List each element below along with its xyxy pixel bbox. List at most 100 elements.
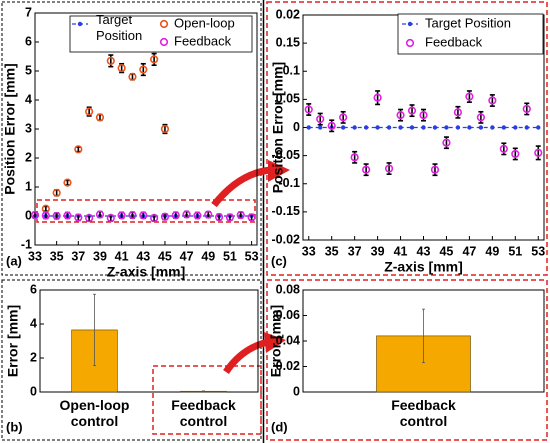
x-tick-label: 51: [508, 244, 522, 258]
point: [117, 63, 126, 73]
point: [419, 111, 428, 120]
legend-label: Target Position: [96, 12, 142, 43]
y-tick-label: 2: [30, 350, 37, 364]
x-tick-label: 47: [180, 249, 194, 263]
point: [52, 211, 61, 221]
panel-frame: [1, 279, 262, 441]
x-tick-label: 37: [71, 249, 85, 263]
legend-marker: [77, 21, 83, 27]
point: [204, 210, 213, 219]
x-axis-label: Z-axis [mm]: [107, 264, 186, 280]
point: [85, 107, 94, 116]
point: [52, 188, 61, 197]
x-tick-label: 53: [245, 249, 259, 263]
y-axis-label: Error [mm]: [5, 305, 21, 377]
x-tick-label: 35: [325, 244, 339, 258]
x-tick-label: 33: [28, 249, 42, 263]
point: [524, 125, 529, 130]
x-axis-label: Z-axis [mm]: [384, 259, 463, 275]
point: [478, 125, 484, 130]
point: [304, 105, 313, 114]
y-tick-label: 0: [293, 120, 300, 134]
point: [85, 214, 94, 223]
y-tick-label: 4: [25, 92, 32, 106]
legend-label: Feedback: [174, 33, 232, 48]
y-axis-label: Error [mm]: [268, 305, 284, 377]
panel-label: (c): [271, 253, 287, 268]
point: [139, 65, 148, 74]
point: [150, 214, 159, 223]
y-tick-label: -0.02: [272, 232, 301, 246]
point: [465, 92, 474, 101]
legend-marker: [407, 21, 413, 27]
point: [407, 106, 417, 115]
point: [150, 55, 159, 64]
point: [362, 165, 371, 174]
x-tick-label: 43: [136, 249, 150, 263]
legend: Target Position Open-loop Feedback: [69, 12, 253, 53]
x-tick-label: 43: [417, 244, 431, 258]
x-tick-label: 33: [302, 244, 316, 258]
point: [160, 212, 170, 221]
point: [95, 210, 105, 219]
legend-marker: [159, 19, 169, 29]
y-tick-label: 1: [25, 179, 32, 193]
legend-marker: [405, 38, 415, 48]
x-tick-label: 49: [201, 249, 215, 263]
point: [171, 211, 180, 220]
point: [306, 125, 311, 130]
point: [386, 125, 392, 130]
y-tick-label: 0: [293, 384, 300, 398]
y-tick-label: 0.02: [276, 359, 300, 373]
point: [398, 125, 403, 130]
point: [536, 125, 541, 130]
point: [476, 113, 485, 122]
y-tick-label: 6: [30, 282, 37, 296]
y-axis-label: Position Error [mm]: [270, 62, 286, 193]
legend-label: Feedback: [425, 34, 483, 49]
legend-label: Open-loop: [174, 15, 235, 30]
x-tick-label: Open-loop control: [60, 397, 130, 429]
x-tick-label: 53: [531, 244, 545, 258]
y-tick-label: 3: [25, 121, 32, 135]
y-tick-label: -0.05: [272, 148, 301, 162]
point: [375, 125, 380, 130]
x-tick-label: 41: [394, 244, 408, 258]
point: [490, 125, 495, 130]
point: [236, 210, 245, 220]
x-tick-label: 41: [115, 249, 129, 263]
point: [511, 149, 520, 159]
point: [247, 213, 256, 222]
point: [117, 211, 126, 220]
y-axis-label: Position Error [mm]: [2, 63, 18, 194]
arrow: [223, 338, 269, 375]
point: [106, 214, 115, 223]
point: [30, 210, 40, 220]
point: [467, 125, 472, 130]
x-tick-label: Feedback control: [171, 397, 236, 429]
point: [534, 148, 543, 157]
point: [384, 164, 394, 173]
point: [340, 125, 346, 130]
point: [225, 213, 235, 222]
point: [128, 72, 137, 81]
point: [513, 125, 518, 130]
point: [430, 165, 440, 174]
point: [522, 104, 531, 114]
x-tick-label: 39: [371, 244, 385, 258]
y-tick-label: 0.15: [276, 35, 300, 49]
y-tick-label: 0.06: [276, 308, 300, 322]
x-tick-label: 51: [223, 249, 237, 263]
point: [455, 125, 461, 130]
y-tick-label: 0: [25, 208, 32, 222]
y-tick-label: 0: [30, 384, 37, 398]
point: [396, 111, 405, 120]
legend-marker: [159, 37, 169, 47]
x-tick-label: 49: [485, 244, 499, 258]
point: [352, 125, 357, 130]
point: [327, 121, 336, 130]
point: [106, 56, 115, 65]
panel-label: (d): [271, 419, 288, 434]
point: [444, 125, 449, 130]
